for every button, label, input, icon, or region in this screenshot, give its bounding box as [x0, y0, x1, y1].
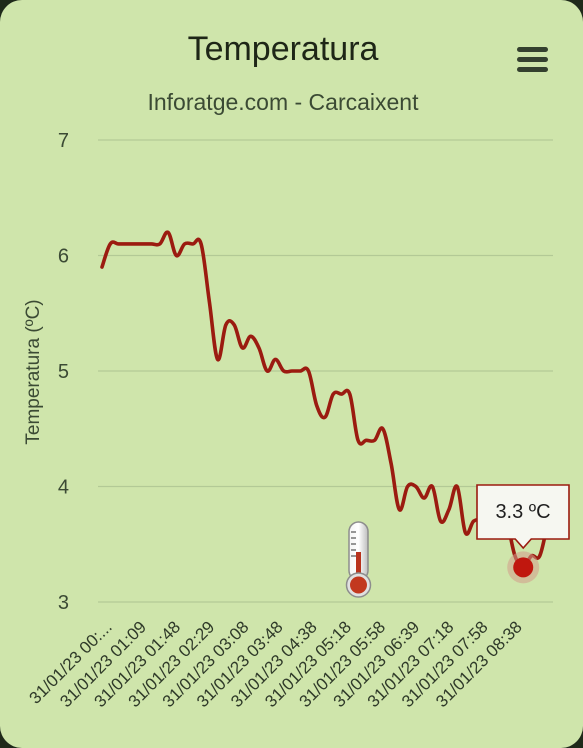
y-tick-label: 5	[58, 361, 69, 383]
y-tick-label: 4	[58, 477, 69, 499]
series-line	[100, 230, 550, 570]
y-axis-ticks: 3 4 5 6 7	[58, 130, 69, 614]
highlight-point[interactable]	[513, 557, 534, 578]
series-line-path	[100, 230, 550, 570]
y-tick-label: 3	[58, 592, 69, 614]
thermometer-icon	[345, 521, 372, 598]
menu-icon[interactable]	[512, 42, 552, 78]
chart-subtitle: Inforatge.com - Carcaixent	[147, 89, 419, 115]
y-tick-label: 7	[58, 130, 69, 152]
tooltip-box	[476, 484, 570, 550]
y-tick-label: 6	[58, 246, 69, 268]
chart-title: Temperatura	[187, 30, 379, 68]
tooltip-value: 3.3 ºC	[495, 501, 550, 523]
y-axis-label: Temperatura (ºC)	[23, 299, 44, 444]
